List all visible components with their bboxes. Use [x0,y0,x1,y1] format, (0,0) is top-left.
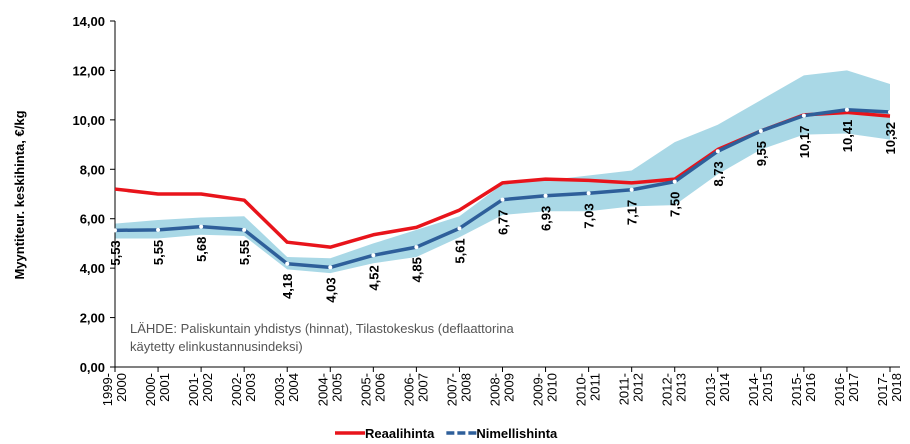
point-marker [414,245,419,250]
point-marker [242,227,247,232]
point-marker [586,191,591,196]
x-tick-label: 2005-2006 [358,373,387,406]
x-tick-label: 2008-2009 [488,373,517,406]
y-tick-label: 14,00 [72,14,105,29]
range-band [115,70,890,274]
data-label: 4,85 [409,257,424,282]
x-tick-label: 2003-2004 [272,373,301,406]
point-marker [113,228,117,233]
x-tick-label: 2015-2016 [789,373,818,406]
x-tick-label: 2013-2014 [703,373,732,406]
annotation: LÄHDE: Paliskuntain yhdistys (hinnat), T… [130,321,514,336]
x-tick-label: 2007-2008 [444,373,473,406]
data-label: 6,77 [496,210,511,235]
legend-label: Nimellishinta [476,426,558,441]
data-label: 10,32 [883,122,898,155]
data-label: 7,17 [625,200,640,225]
data-label: 9,55 [754,141,769,166]
data-label: 5,61 [452,238,467,263]
data-label: 4,03 [323,277,338,302]
data-label: 6,93 [539,206,554,231]
point-marker [715,149,720,154]
point-marker [758,128,763,133]
data-label: 5,55 [151,240,166,265]
data-label: 4,52 [366,265,381,290]
y-axis-label: Myyntiteur. keskihinta, €/kg [12,110,27,279]
point-marker [328,265,333,270]
x-tick-label: 2009-2010 [531,373,560,406]
point-marker [500,197,505,202]
point-marker [629,187,634,192]
point-marker [543,193,548,198]
x-tick-label: 2000-2001 [143,373,172,406]
x-tick-label: 2010-2011 [574,373,603,406]
y-tick-label: 6,00 [80,212,105,227]
x-tick-label: 2012-2013 [660,373,689,406]
y-tick-label: 0,00 [80,360,105,375]
point-marker [457,226,462,231]
y-tick-label: 12,00 [72,63,105,78]
legend-label: Reaalihinta [365,426,435,441]
point-marker [199,224,204,229]
data-label: 5,68 [194,237,209,262]
data-label: 10,41 [840,120,855,153]
y-tick-label: 8,00 [80,162,105,177]
x-tick-label: 2017-2018 [875,373,904,406]
y-tick-label: 4,00 [80,261,105,276]
data-label: 7,03 [582,203,597,228]
data-label: 5,53 [108,240,123,265]
y-tick-label: 2,00 [80,311,105,326]
x-tick-label: 2006-2007 [401,373,430,406]
data-label: 8,73 [711,161,726,186]
point-marker [285,261,290,266]
data-label: 10,17 [797,126,812,159]
x-tick-label: 2001-2002 [186,373,215,406]
data-label: 4,18 [280,274,295,299]
x-tick-label: 2016-2017 [832,373,861,406]
x-tick-label: 1999-2000 [100,373,129,406]
data-label: 7,50 [668,192,683,217]
point-marker [888,109,892,114]
y-tick-label: 10,00 [72,113,105,128]
point-marker [371,253,376,258]
data-label: 5,55 [237,240,252,265]
annotation: käytetty elinkustannusindeksi) [130,339,303,354]
point-marker [844,107,849,112]
x-tick-label: 2014-2015 [746,373,775,406]
x-tick-label: 2004-2005 [315,373,344,406]
point-marker [156,227,161,232]
point-marker [672,179,677,184]
x-tick-label: 2011-2012 [617,373,646,405]
x-tick-label: 2002-2003 [229,373,258,406]
point-marker [801,113,806,118]
